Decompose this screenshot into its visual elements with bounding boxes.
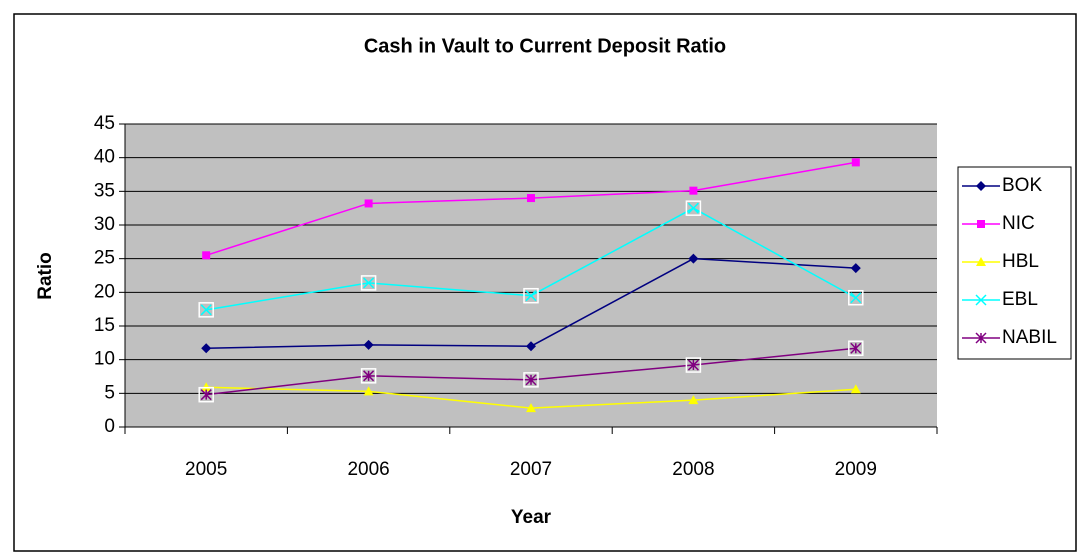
marker-box xyxy=(198,302,214,318)
data-point xyxy=(202,251,211,260)
data-point xyxy=(851,158,860,167)
marker-cross xyxy=(975,332,987,344)
legend-marker xyxy=(975,294,987,306)
x-axis-label: Year xyxy=(511,507,552,528)
legend-marker xyxy=(976,181,986,191)
data-point xyxy=(850,384,861,394)
x-tick-label: 2008 xyxy=(672,459,714,480)
legend-label: BOK xyxy=(1002,175,1042,196)
legend-label: NIC xyxy=(1002,213,1035,234)
legend-marker xyxy=(977,220,985,228)
data-point xyxy=(201,382,212,392)
marker-box xyxy=(848,340,864,356)
y-tick-label: 45 xyxy=(94,113,115,134)
marker-cross xyxy=(525,290,537,302)
x-tick-label: 2007 xyxy=(510,459,552,480)
marker-cross xyxy=(363,370,375,382)
legend-marker xyxy=(975,332,987,344)
marker-cross xyxy=(200,304,212,316)
data-point xyxy=(523,287,539,304)
marker-cross xyxy=(850,292,862,304)
marker-box xyxy=(360,368,377,384)
data-point xyxy=(689,186,698,195)
x-tick-label: 2006 xyxy=(347,459,389,480)
y-tick-label: 10 xyxy=(94,349,115,370)
marker-cross xyxy=(200,389,212,401)
marker-box xyxy=(848,289,864,306)
marker-cross xyxy=(850,342,862,354)
legend xyxy=(957,166,1072,360)
data-point xyxy=(523,372,539,388)
legend-label: NABIL xyxy=(1002,327,1057,348)
data-point xyxy=(363,339,374,350)
x-tick-label: 2005 xyxy=(185,459,227,480)
marker-cross xyxy=(687,359,699,371)
marker-cross xyxy=(975,294,987,306)
chart-title: Cash in Vault to Current Deposit Ratio xyxy=(364,35,726,57)
data-point xyxy=(201,343,212,354)
marker-cross xyxy=(363,277,375,289)
y-tick-label: 15 xyxy=(94,315,115,336)
marker-box xyxy=(523,287,539,304)
y-tick-label: 25 xyxy=(94,248,115,269)
data-point xyxy=(526,403,536,413)
marker-box xyxy=(360,275,377,291)
data-point xyxy=(688,253,699,264)
marker-box xyxy=(685,200,702,216)
data-point xyxy=(526,341,536,352)
marker-box xyxy=(198,386,214,403)
data-point xyxy=(198,386,214,403)
data-point xyxy=(364,199,373,208)
y-tick-label: 35 xyxy=(94,180,115,201)
data-point xyxy=(685,357,702,373)
marker-box xyxy=(523,372,539,388)
y-tick-label: 20 xyxy=(94,281,115,302)
data-point xyxy=(688,395,699,405)
legend-label: EBL xyxy=(1002,289,1038,310)
y-tick-label: 30 xyxy=(94,214,115,235)
y-tick-label: 5 xyxy=(104,382,115,403)
data-point xyxy=(198,302,214,318)
data-point xyxy=(685,200,702,216)
data-point xyxy=(848,340,864,356)
marker-cross xyxy=(687,202,699,214)
data-point xyxy=(363,386,374,396)
y-tick-label: 40 xyxy=(94,147,115,168)
legend-marker xyxy=(976,257,986,266)
y-axis-label: Ratio xyxy=(35,252,56,300)
marker-box xyxy=(685,357,702,373)
marker-cross xyxy=(525,374,537,386)
y-tick-label: 0 xyxy=(104,416,115,437)
data-point xyxy=(527,194,535,203)
legend-label: HBL xyxy=(1002,251,1039,272)
data-point xyxy=(360,275,377,291)
data-point xyxy=(848,289,864,306)
x-tick-label: 2009 xyxy=(835,459,877,480)
data-point xyxy=(360,368,377,384)
data-point xyxy=(850,263,861,274)
